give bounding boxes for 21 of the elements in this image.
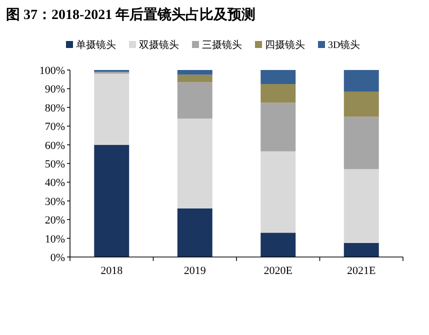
y-tick-label: 100% xyxy=(39,65,65,77)
y-tick-label: 80% xyxy=(44,102,65,114)
y-tick-label: 50% xyxy=(44,158,65,170)
y-tick-label: 60% xyxy=(44,140,65,152)
legend-label: 三摄镜头 xyxy=(202,39,242,51)
legend-label: 单摄镜头 xyxy=(76,39,116,51)
y-tick-label: 10% xyxy=(44,233,65,246)
y-tick-label: 70% xyxy=(44,121,65,134)
y-tick-label: 20% xyxy=(44,214,65,227)
legend-label: 双摄镜头 xyxy=(139,39,179,51)
x-tick-label: 2021E xyxy=(347,265,376,277)
legend-label: 3D镜头 xyxy=(328,39,360,51)
x-tick-label: 2020E xyxy=(264,265,293,277)
chart-title: 图 37：2018-2021 年后置镜头占比及预测 xyxy=(6,6,256,23)
y-tick-label: 40% xyxy=(44,177,65,190)
y-tick-label: 30% xyxy=(44,196,65,208)
x-tick-label: 2019 xyxy=(184,265,206,277)
y-tick-label: 0% xyxy=(50,252,65,264)
legend-label: 四摄镜头 xyxy=(265,39,305,51)
x-tick-label: 2018 xyxy=(100,265,124,277)
y-tick-label: 90% xyxy=(44,84,65,96)
